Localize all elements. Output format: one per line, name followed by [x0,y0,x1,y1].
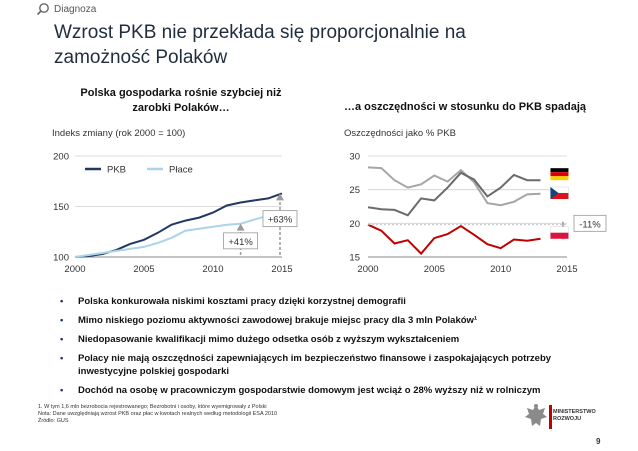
flag-stripe [550,232,569,239]
x-tick-label: 2010 [202,264,223,275]
logo-text: MINISTERSTWO ROZWOJU [553,409,596,423]
list-item: • Polacy nie mają oszczędności zapewniają… [60,352,580,378]
x-tick-label: 2000 [64,264,85,275]
y-tick-label: 15 [349,253,360,264]
section-label: Diagnoza [54,4,97,15]
series-line-germany_savings [367,166,541,207]
page-title: Wzrost PKB nie przekłada się proporcjona… [54,20,534,70]
wages-growth-label: +41% [228,237,253,248]
left-chart-heading-line2: zarobki Polaków… [132,102,230,114]
list-item-text: Polacy nie mają oszczędności zapewniając… [78,353,552,377]
eagle-emblem-icon [525,404,547,426]
flag-stripe [550,226,569,233]
red-accent-bar-icon [549,405,552,429]
x-tick-label: 2000 [357,264,378,275]
wages-growth-arrowhead [236,223,245,231]
x-tick-label: 2015 [271,264,292,275]
flag-stripe [550,168,569,173]
list-item: • Niedopasowanie kwalifikacji mimo dużego… [60,333,580,346]
page-title-line2: zamożność Polaków [54,47,228,68]
list-item: • Dochód na osobę w pracowniczym gospodar… [60,384,580,397]
flag-triangle [550,187,559,200]
ministry-logo: MINISTERSTWO ROZWOJU [523,400,596,434]
bullet-dot: • [60,353,64,364]
footnotes: 1. W tym 1,6 mln bezrobocia rejestrowane… [38,404,338,425]
pkb-growth-label: +63% [268,215,293,226]
legend-label: Płace [169,165,193,176]
savings-chart: 15 20 25 30 2000 2005 2010 2015 -11% [349,152,607,275]
logo-text-line2: ROZWOJU [553,416,582,422]
list-item-text: Dochód na osobę w pracowniczym gospodars… [78,385,541,396]
y-tick-label: 150 [53,202,69,213]
list-item-text: Polska konkurowała niskimi kosztami prac… [78,296,406,307]
germany-flag-icon [550,168,569,181]
flag-stripe [550,176,569,181]
footnote: Nota: Dane uwzględniają wzrost PKB oraz … [38,411,278,417]
magnifier-icon [36,3,49,16]
bullet-dot: • [60,385,64,396]
czech-flag-icon [550,186,569,200]
wages-growth-box [223,232,259,250]
y-tick-label: 200 [53,152,69,163]
legend-label: PKB [107,165,126,176]
pkb-growth-arrowhead [276,193,284,201]
left-chart-heading-line1: Polska gospodarka rośnie szybciej niż [80,87,282,99]
logo-text-line1: MINISTERSTWO [553,409,596,415]
x-tick-label: 2005 [424,264,445,275]
gdp-vs-wages-chart: 100 150 200 2000 2005 2010 2015 +63% +41% PKB Pł… [53,152,298,275]
pkb-growth-box [262,210,298,228]
footnote: 1. W tym 1,6 mln bezrobocia rejestrowane… [38,404,267,410]
x-tick-label: 2005 [133,264,154,275]
poland-flag-icon [550,226,569,239]
flag-stripe [550,172,569,177]
y-tick-label: 25 [349,185,360,196]
series-line-czech_savings [367,171,541,217]
list-item: • Polska konkurowała niskimi kosztami pra… [60,295,580,308]
left-chart-ylabel: Indeks zmiany (rok 2000 = 100) [52,128,186,139]
list-item: • Mimo niskiego poziomu aktywności zawodo… [60,314,580,327]
list-item-text: Mimo niskiego poziomu aktywności zawodow… [78,315,478,326]
x-tick-label: 2015 [556,264,577,275]
flag-stripe [550,193,569,200]
poland-decline-box [573,214,607,232]
x-tick-label: 2010 [490,264,511,275]
bullet-dot: • [60,296,64,307]
y-tick-label: 20 [349,219,360,230]
right-chart-heading: …a oszczędności w stosunku do PKB spadaj… [343,101,587,113]
y-tick-label: 100 [53,253,69,264]
bullet-dot: • [60,334,64,345]
key-findings-list: • Polska konkurowała niskimi kosztami pra… [60,295,580,403]
page-title-line1: Wzrost PKB nie przekłada się proporcjona… [54,22,466,43]
series-line-poland_savings [367,223,541,256]
source-note: Źródło: GUS [38,418,69,424]
bullet-dot: • [60,315,64,326]
left-chart-heading: Polska gospodarka rośnie szybciej niż za… [76,86,286,116]
poland-decline-label: -11% [579,219,601,230]
page-number: 9 [596,437,601,446]
list-item-text: Niedopasowanie kwalifikacji mimo dużego … [78,334,460,345]
right-chart-ylabel: Oszczędności jako % PKB [344,128,456,139]
y-tick-label: 30 [349,152,360,163]
series-line-place [74,214,282,258]
